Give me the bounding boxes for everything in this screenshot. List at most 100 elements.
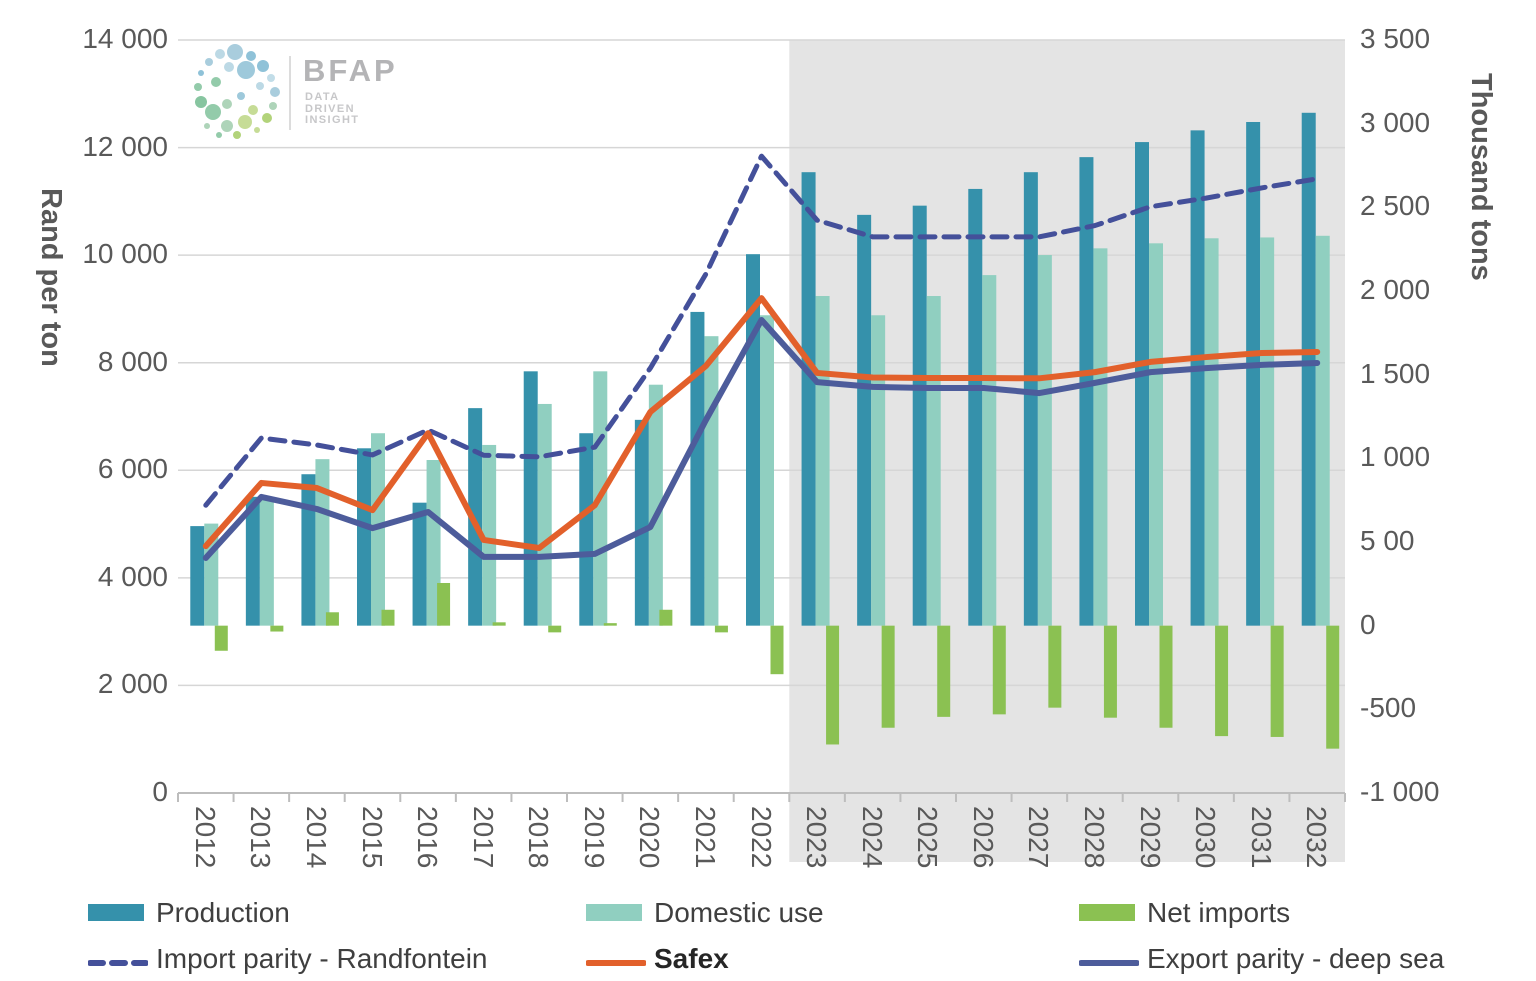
x-axis-label-2028: 2028 [1078, 806, 1110, 869]
legend-label-net-imports: Net imports [1147, 897, 1291, 928]
bar-net-imports-2028 [1103, 625, 1117, 718]
bar-production-2023 [801, 172, 816, 626]
x-axis-label-2018: 2018 [523, 806, 555, 869]
legend-label-domestic-use: Domestic use [654, 897, 824, 928]
bar-net-imports-2016 [437, 582, 451, 626]
bar-production-2012 [190, 526, 205, 626]
bar-domestic-use-2030 [1204, 238, 1219, 626]
bar-domestic-use-2018 [537, 403, 552, 626]
legend-marker-net-imports [1079, 904, 1135, 921]
bar-net-imports-2023 [826, 625, 840, 745]
bar-net-imports-2014 [325, 612, 339, 626]
bar-domestic-use-2028 [1093, 248, 1108, 626]
right-axis-tick-label: -500 [1360, 692, 1417, 724]
right-axis-tick-label: 0 [1360, 608, 1376, 640]
bar-production-2029 [1135, 142, 1149, 626]
bar-net-imports-2032 [1326, 625, 1340, 749]
bar-production-2032 [1301, 112, 1316, 626]
bar-domestic-use-2032 [1315, 235, 1330, 626]
left-axis-tick-label: 6 000 [97, 453, 168, 485]
x-axis-label-2017: 2017 [467, 806, 499, 869]
legend-marker-safex [585, 955, 647, 966]
legend-label-import-parity-randfontein: Import parity - Randfontein [156, 943, 488, 974]
bar-domestic-use-2014 [315, 459, 330, 626]
x-axis-label-2029: 2029 [1134, 806, 1166, 869]
bar-net-imports-2018 [548, 625, 562, 633]
right-axis-title: Thousand tons [1465, 73, 1497, 281]
bar-production-2021 [690, 311, 705, 626]
bar-production-2027 [1023, 172, 1038, 626]
bar-production-2026 [968, 188, 983, 626]
right-axis-tick-label: 1 000 [1360, 441, 1431, 473]
bar-net-imports-2026 [992, 625, 1006, 715]
x-axis-label-2031: 2031 [1245, 806, 1277, 869]
legend-label-safex: Safex [654, 943, 729, 974]
bar-net-imports-2027 [1048, 625, 1062, 708]
bar-net-imports-2012 [214, 625, 228, 651]
left-axis-tick-label: 10 000 [82, 238, 168, 270]
x-axis-label-2024: 2024 [856, 806, 888, 869]
bar-production-2024 [857, 214, 872, 626]
bar-domestic-use-2013 [259, 499, 274, 626]
bar-net-imports-2017 [492, 622, 506, 626]
bar-net-imports-2024 [881, 625, 895, 728]
legend-marker-domestic-use [586, 904, 642, 921]
right-axis-tick-label: 2 000 [1360, 274, 1431, 305]
right-axis-tick-label: -1 000 [1360, 776, 1440, 807]
left-axis-tick-label: 4 000 [97, 560, 168, 592]
legend-marker-import-parity-randfontein [87, 955, 149, 966]
bar-domestic-use-2021 [704, 336, 719, 626]
left-axis-title: Rand per ton [35, 188, 67, 367]
bar-net-imports-2015 [381, 609, 395, 626]
left-axis-tick-label: 12 000 [82, 130, 168, 162]
legend-label-production: Production [156, 897, 290, 928]
bar-net-imports-2025 [937, 625, 951, 717]
bar-domestic-use-2025 [926, 296, 941, 626]
bar-net-imports-2019 [603, 623, 617, 626]
bar-domestic-use-2023 [815, 296, 830, 626]
bar-production-2018 [523, 371, 538, 626]
x-axis-label-2014: 2014 [300, 806, 332, 869]
right-axis-tick-label: 5 00 [1360, 525, 1415, 556]
x-axis-label-2013: 2013 [245, 806, 277, 869]
bar-production-2016 [412, 502, 427, 626]
bar-domestic-use-2031 [1260, 237, 1275, 626]
bar-domestic-use-2022 [760, 315, 774, 626]
bar-domestic-use-2017 [482, 444, 497, 626]
bar-net-imports-2022 [770, 625, 784, 675]
x-axis-label-2016: 2016 [412, 806, 444, 869]
logo-brand-text: BFAP [303, 53, 398, 88]
x-axis-label-2020: 2020 [634, 806, 666, 869]
right-axis-tick-label: 3 000 [1360, 106, 1431, 138]
x-axis-label-2026: 2026 [967, 806, 999, 869]
logo-tagline-line: DRIVEN [305, 102, 355, 115]
bar-domestic-use-2026 [982, 275, 997, 626]
legend-marker-production [88, 904, 144, 921]
bfap-logo-dots-icon [194, 44, 280, 139]
bar-production-2020 [634, 419, 649, 626]
bar-net-imports-2031 [1270, 625, 1284, 737]
bar-production-2017 [468, 408, 483, 626]
bar-net-imports-2020 [659, 609, 673, 626]
x-axis-label-2027: 2027 [1023, 806, 1055, 869]
bar-production-2025 [912, 205, 927, 626]
x-axis-label-2012: 2012 [189, 806, 221, 869]
bar-domestic-use-2020 [648, 384, 663, 626]
bar-production-2028 [1079, 157, 1094, 626]
left-axis-tick-label: 8 000 [97, 345, 168, 377]
x-axis-label-2023: 2023 [801, 806, 833, 869]
right-axis-tick-label: 3 500 [1360, 23, 1431, 54]
bar-domestic-use-2024 [871, 315, 886, 626]
left-axis-tick-label: 2 000 [97, 668, 168, 700]
bar-production-2014 [301, 474, 316, 626]
x-axis-label-2022: 2022 [745, 806, 777, 869]
left-axis-tick-label: 14 000 [82, 23, 168, 54]
x-axis-label-2019: 2019 [578, 806, 610, 869]
bar-domestic-use-2029 [1149, 243, 1163, 626]
bar-domestic-use-2027 [1037, 255, 1052, 626]
logo-tagline-line: INSIGHT [305, 114, 360, 126]
bar-production-2030 [1190, 130, 1205, 626]
x-axis-label-2025: 2025 [912, 806, 944, 869]
bar-net-imports-2030 [1215, 625, 1229, 737]
